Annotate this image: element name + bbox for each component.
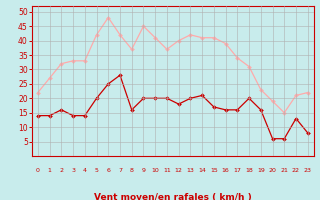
- X-axis label: Vent moyen/en rafales ( km/h ): Vent moyen/en rafales ( km/h ): [94, 193, 252, 200]
